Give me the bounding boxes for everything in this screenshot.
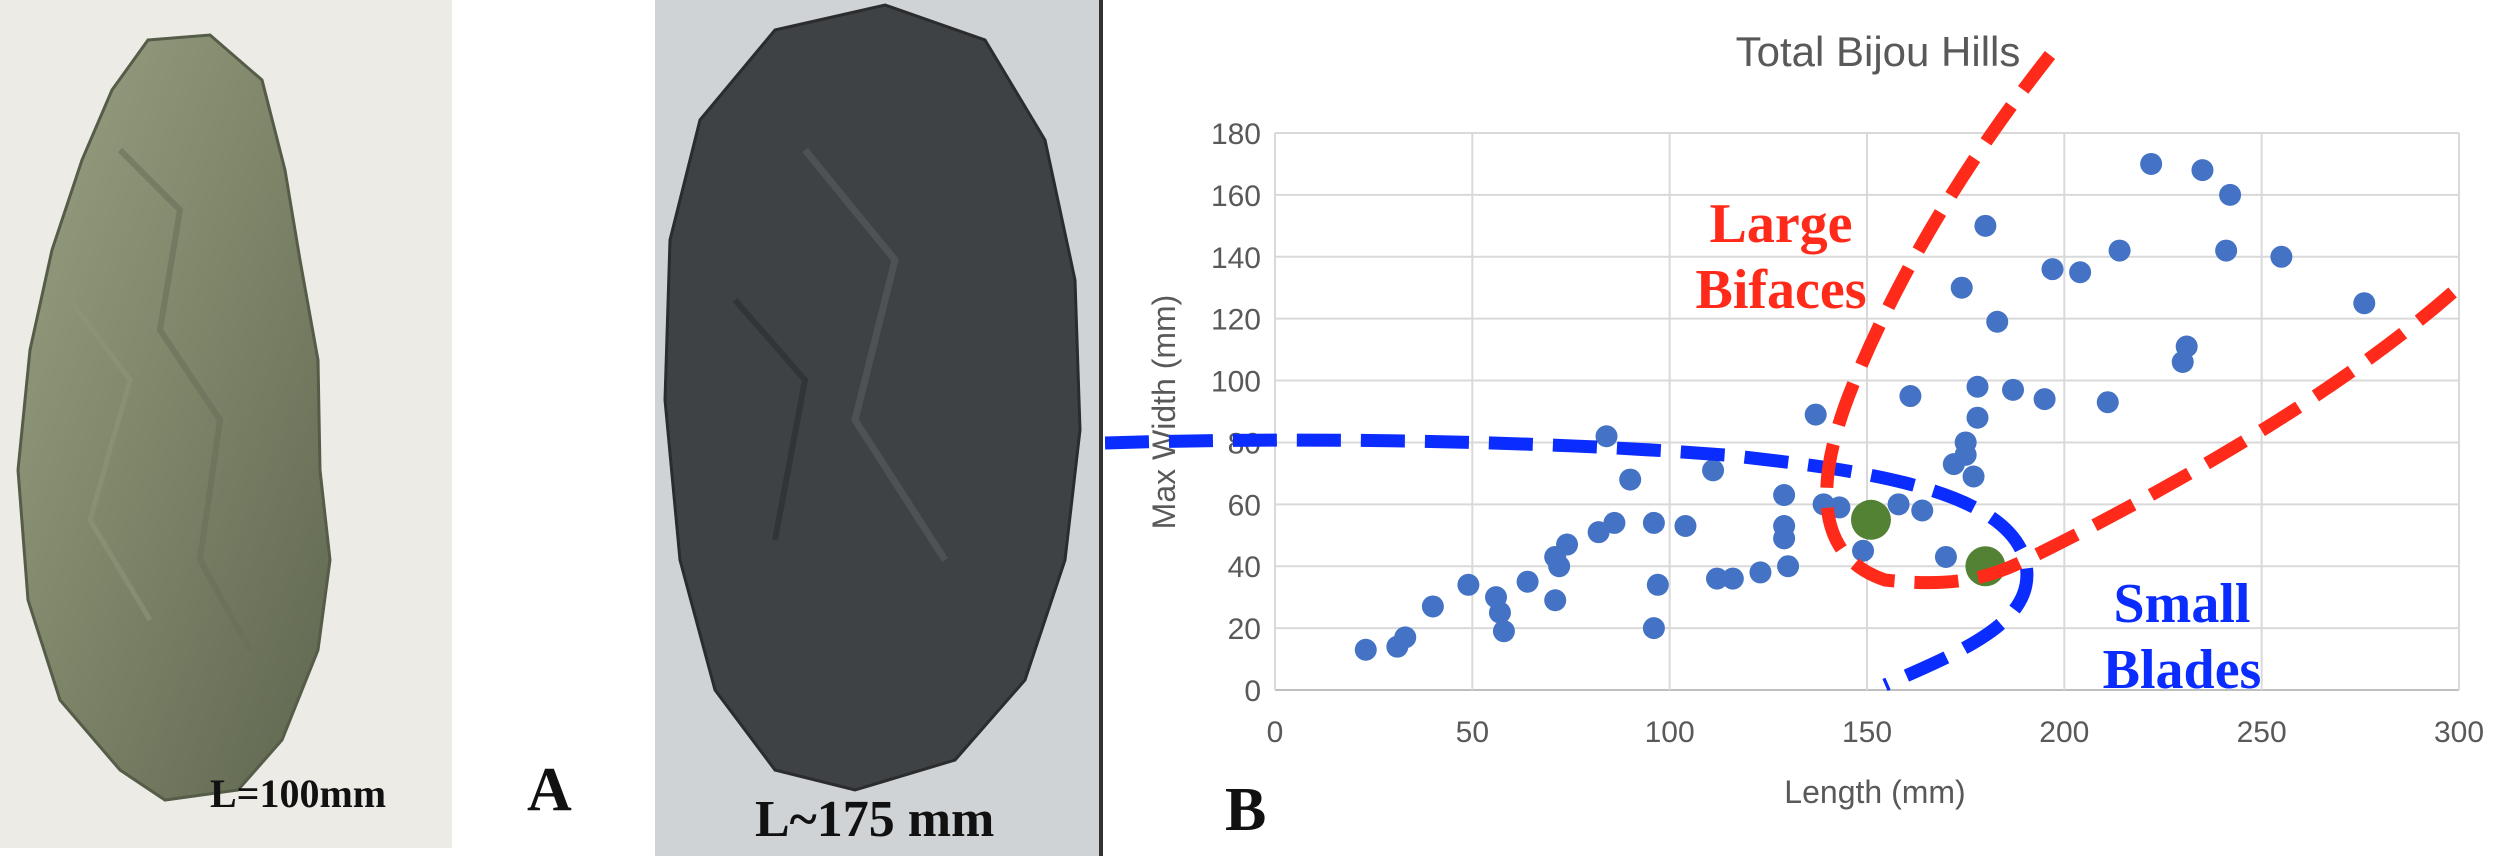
specimen-photo-1 bbox=[0, 0, 452, 848]
data-point bbox=[1457, 573, 1480, 596]
data-point bbox=[1488, 601, 1511, 624]
y-tick-label: 180 bbox=[1211, 118, 1261, 151]
data-point bbox=[1354, 638, 1377, 661]
data-point bbox=[1773, 527, 1796, 550]
data-point bbox=[1674, 514, 1697, 537]
panel-a-photos: L=100mm A L~175 mm bbox=[0, 0, 1100, 856]
data-point bbox=[1516, 570, 1539, 593]
data-point bbox=[1642, 617, 1665, 640]
data-point bbox=[2069, 261, 2092, 284]
data-point bbox=[1887, 493, 1910, 516]
x-tick-label: 150 bbox=[1842, 716, 1892, 749]
data-point bbox=[1899, 385, 1922, 408]
small-blades-label-line2: Blades bbox=[2103, 639, 2262, 701]
small-blades-label-line1: Small bbox=[2114, 573, 2251, 635]
y-axis-label: Max Width (mm) bbox=[1146, 295, 1182, 530]
data-point bbox=[1646, 573, 1669, 596]
y-tick-label: 0 bbox=[1244, 675, 1261, 708]
data-point bbox=[2353, 292, 2376, 315]
data-point bbox=[1619, 468, 1642, 491]
y-tick-label: 120 bbox=[1211, 304, 1261, 337]
data-point bbox=[1950, 276, 1973, 299]
data-point bbox=[1548, 555, 1571, 578]
data-point bbox=[1556, 533, 1579, 556]
panel-b-label: B bbox=[1225, 776, 1266, 844]
x-tick-label: 200 bbox=[2039, 716, 2089, 749]
data-point bbox=[1773, 484, 1796, 507]
data-point bbox=[1974, 214, 1997, 237]
y-tick-label: 160 bbox=[1211, 180, 1261, 213]
data-point bbox=[1749, 561, 1772, 584]
y-tick-label: 60 bbox=[1228, 489, 1261, 522]
biface-drawing bbox=[663, 3, 1082, 792]
data-point bbox=[1934, 545, 1957, 568]
large-bifaces-label-line2: Bifaces bbox=[1695, 259, 1866, 321]
data-point bbox=[1777, 555, 1800, 578]
biface-stone bbox=[16, 33, 332, 802]
data-point bbox=[2002, 378, 2025, 401]
panel-divider bbox=[1099, 0, 1103, 856]
data-point bbox=[1804, 403, 1827, 426]
panel-a-label: A bbox=[527, 756, 572, 824]
y-tick-label: 20 bbox=[1228, 613, 1261, 646]
data-point bbox=[1702, 459, 1725, 482]
data-point bbox=[2270, 245, 2293, 268]
x-tick-label: 50 bbox=[1456, 716, 1489, 749]
y-tick-label: 100 bbox=[1211, 366, 1261, 399]
data-point bbox=[1966, 375, 1989, 398]
data-point bbox=[1852, 539, 1875, 562]
data-point bbox=[1986, 310, 2009, 333]
data-point bbox=[2175, 335, 2198, 358]
data-point bbox=[2033, 388, 2056, 411]
data-point bbox=[1954, 443, 1977, 466]
chart-title: Total Bijou Hills bbox=[1736, 28, 2021, 75]
data-point bbox=[2140, 152, 2163, 175]
data-point bbox=[2215, 239, 2238, 262]
data-point bbox=[1706, 567, 1729, 590]
data-point bbox=[1721, 567, 1744, 590]
data-point bbox=[1421, 595, 1444, 618]
large-bifaces-boundary bbox=[1820, 50, 2466, 590]
specimen2-caption: L~175 mm bbox=[755, 791, 995, 848]
data-point bbox=[2219, 183, 2242, 206]
data-point bbox=[2191, 159, 2214, 182]
large-bifaces-label-line1: Large bbox=[1709, 193, 1852, 255]
data-point bbox=[1911, 499, 1934, 522]
data-point bbox=[2096, 391, 2119, 414]
x-tick-label: 250 bbox=[2237, 716, 2287, 749]
data-point bbox=[1966, 406, 1989, 429]
data-point bbox=[1394, 626, 1417, 649]
data-point bbox=[1544, 589, 1567, 612]
data-points bbox=[1354, 152, 2376, 661]
specimen-photo-2 bbox=[655, 0, 1100, 856]
data-point bbox=[1603, 511, 1626, 534]
data-point bbox=[2041, 258, 2064, 281]
data-point bbox=[1642, 511, 1665, 534]
x-tick-label: 100 bbox=[1645, 716, 1695, 749]
y-tick-label: 140 bbox=[1211, 242, 1261, 275]
x-tick-label: 300 bbox=[2434, 716, 2484, 749]
highlight-point bbox=[1850, 499, 1891, 540]
panel-b-chart: Total Bijou Hills 0 20 40 60 80 100 120 140 160 1… bbox=[1104, 0, 2516, 856]
data-point bbox=[1595, 425, 1618, 448]
data-point bbox=[1962, 465, 1985, 488]
y-tick-label: 40 bbox=[1228, 551, 1261, 584]
x-axis-label: Length (mm) bbox=[1784, 774, 1965, 810]
data-point bbox=[1492, 620, 1515, 643]
data-point bbox=[2108, 239, 2131, 262]
scatter-chart: Total Bijou Hills 0204060801001201401601… bbox=[1104, 28, 2484, 844]
specimen1-caption: L=100mm bbox=[210, 771, 387, 816]
x-tick-label: 0 bbox=[1267, 716, 1284, 749]
